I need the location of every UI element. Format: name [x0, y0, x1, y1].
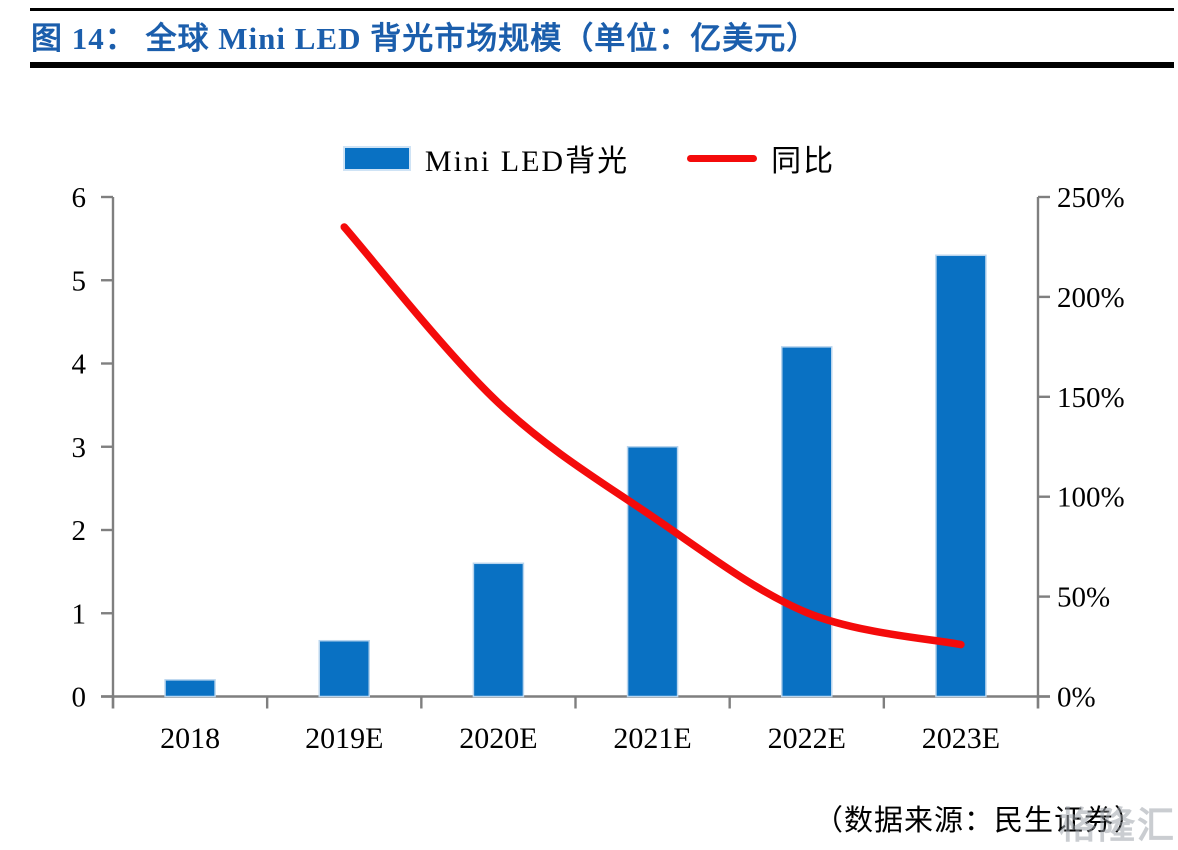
x-category-label: 2019E: [305, 722, 383, 755]
x-category-label: 2020E: [459, 722, 537, 755]
y-right-tick-label: 0%: [1057, 682, 1096, 714]
legend-bar-label: Mini LED背光: [424, 145, 630, 178]
title-top-rule: [30, 8, 1174, 11]
legend-bar-swatch: [342, 145, 411, 171]
x-category-label: 2021E: [613, 722, 691, 755]
chart-legend: Mini LED背光 同比: [0, 140, 1178, 178]
y-left-tick-label: 2: [72, 515, 87, 547]
x-category-label: 2023E: [922, 722, 1000, 755]
bar-2022E: [781, 346, 833, 698]
x-category-label: 2022E: [768, 722, 846, 755]
y-left-tick-label: 6: [72, 182, 87, 214]
bar-2018: [164, 679, 216, 698]
y-right-tick-label: 50%: [1057, 582, 1110, 614]
x-category-label: 2018: [160, 722, 220, 755]
title-bottom-rule: [30, 62, 1174, 68]
bar-2021E: [626, 446, 679, 698]
y-right-tick-label: 250%: [1057, 182, 1125, 214]
y-left-tick-label: 5: [72, 265, 87, 297]
legend-line-swatch: [687, 154, 758, 162]
figure-title: 图 14： 全球 Mini LED 背光市场规模（单位：亿美元）: [31, 21, 819, 56]
bar-2020E: [472, 562, 525, 698]
yoy-line: [340, 223, 965, 649]
legend-line-label: 同比: [771, 145, 836, 178]
y-left-tick-label: 3: [72, 432, 87, 464]
y-right-tick-label: 200%: [1057, 282, 1125, 314]
y-left-tick-label: 4: [72, 349, 87, 381]
y-left-tick-label: 0: [72, 682, 87, 714]
bar-2019E: [318, 639, 370, 698]
source-note: （数据来源：民生证券）: [813, 805, 1144, 837]
bar-2023E: [935, 254, 987, 698]
y-right-tick-label: 100%: [1057, 482, 1125, 514]
y-right-tick-label: 150%: [1057, 382, 1125, 414]
y-left-tick-label: 1: [72, 598, 87, 630]
